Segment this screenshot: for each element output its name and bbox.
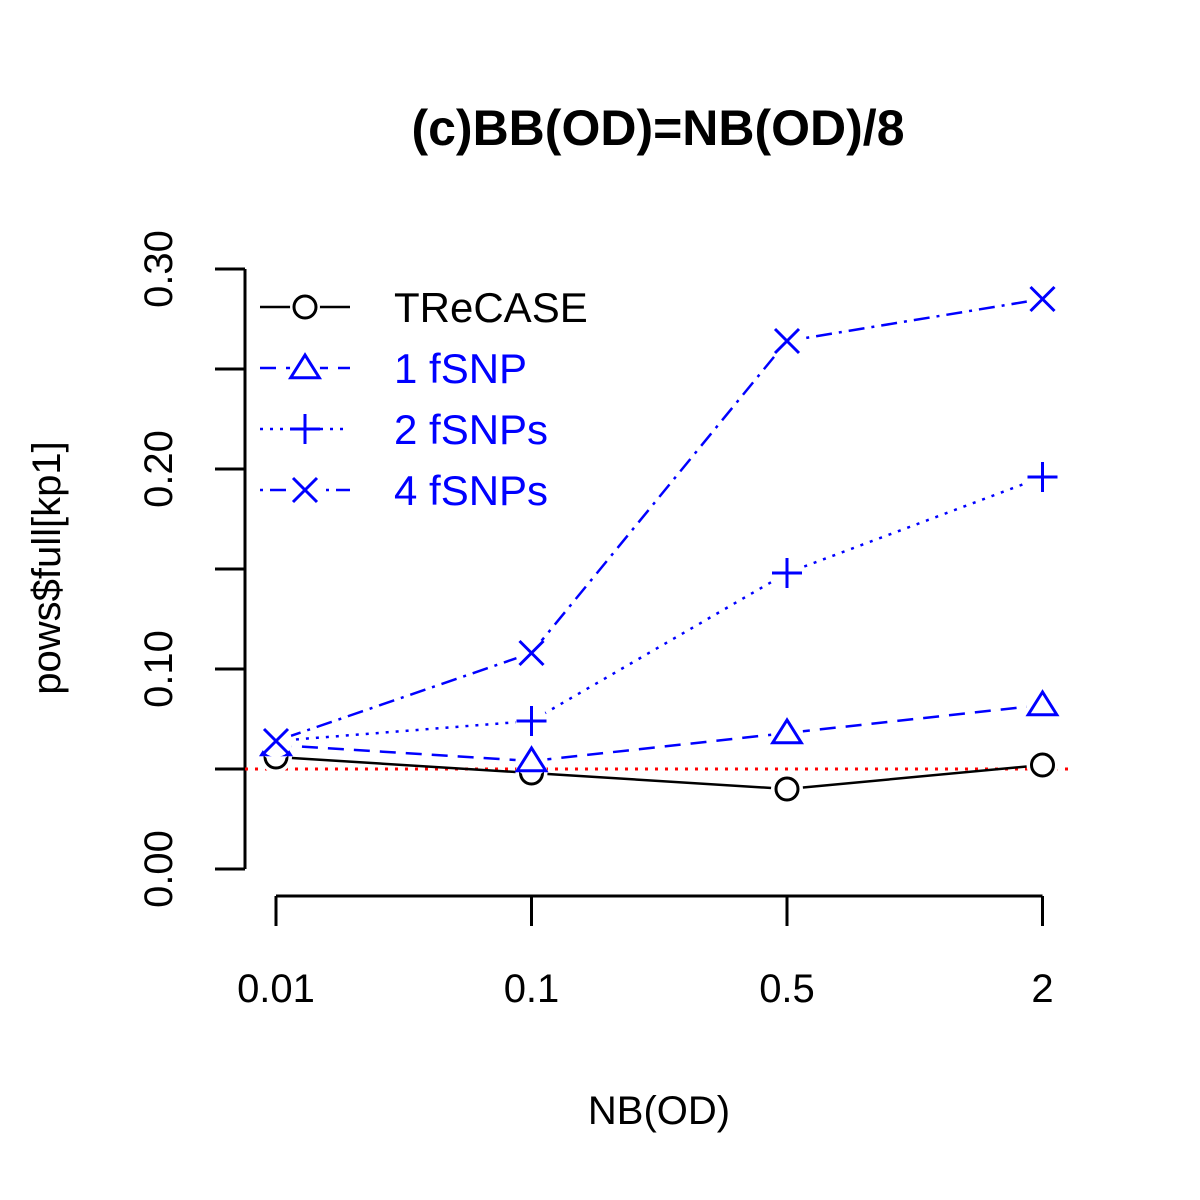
data-point-x [773,327,801,355]
data-point-triangle [769,717,805,745]
series-line [275,297,1043,743]
series-line [275,755,1043,791]
marker-backdrop [515,745,548,777]
legend-item: 2 fSNPs [260,406,548,453]
legend-label: 1 fSNP [394,345,527,392]
data-point-circle [774,776,800,802]
data-point-triangle [514,745,549,773]
x-tick-label: 0.01 [237,967,315,1011]
y-tick-label: 0.00 [137,830,181,908]
series-layer [258,283,1060,805]
data-point-plus [516,706,547,736]
x-tick-label: 0.1 [504,967,560,1011]
y-tick-label: 0.20 [137,430,181,508]
y-axis-label: pows$full[kp1] [25,441,69,694]
legend-label: 2 fSNPs [394,406,548,453]
data-point-triangle [1025,689,1060,717]
data-point-circle [292,294,318,320]
data-point-circle [1030,752,1055,778]
legend-marker-backdrop [290,353,320,383]
data-point-plus [1027,462,1058,492]
series-2 [260,461,1059,757]
marker-backdrop [1026,689,1059,721]
data-point-plus [772,558,802,588]
y-axis: 0.00 0.10 0.20 0.30 [137,230,247,908]
series-line [275,703,1043,763]
x-axis-label: NB(OD) [588,1089,730,1133]
data-point-plus [290,414,320,444]
y-tick-label: 0.10 [137,630,181,708]
legend-label: TReCASE [394,284,588,331]
x-tick-label: 0.5 [759,967,815,1011]
legend: TReCASE 1 fSNP 2 fSNPs 4 fSNPs [260,284,588,514]
legend-item: 1 fSNP [260,345,527,392]
data-point-x [291,476,319,504]
data-point-x [262,727,290,755]
series-0 [260,741,1059,805]
legend-item: 4 fSNPs [260,467,548,514]
legend-item: TReCASE [260,284,588,331]
chart-title: (c)BB(OD)=NB(OD)/8 [411,100,904,156]
data-point-x [518,639,545,667]
data-point-x [1029,285,1056,313]
data-point-triangle [287,352,323,380]
series-3 [260,283,1059,757]
x-tick-label: 2 [1031,967,1053,1011]
y-tick-label: 0.30 [137,230,181,308]
x-axis: 0.01 0.1 0.5 2 [237,894,1054,1011]
marker-backdrop [771,717,803,749]
legend-label: 4 fSNPs [394,467,548,514]
